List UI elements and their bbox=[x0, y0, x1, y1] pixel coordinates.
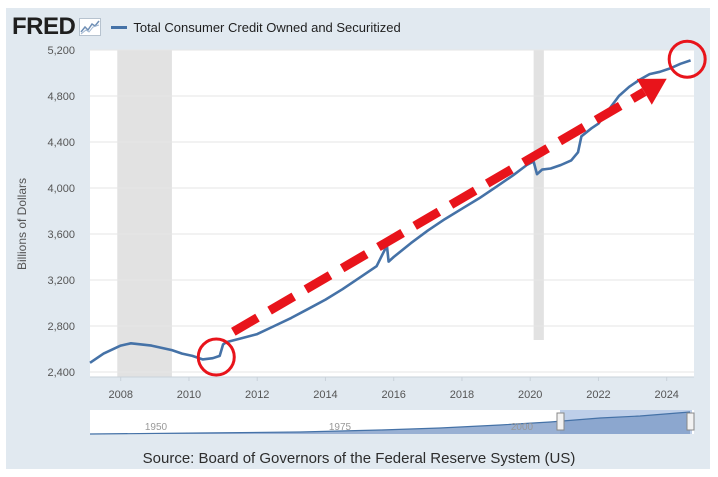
source-note: Source: Board of Governors of the Federa… bbox=[142, 450, 576, 467]
legend[interactable]: Total Consumer Credit Owned and Securiti… bbox=[111, 19, 401, 35]
x-tick-label: 2020 bbox=[518, 389, 542, 401]
fred-logo-graph-icon bbox=[79, 18, 102, 36]
fred-logo[interactable]: FRED bbox=[12, 13, 76, 40]
navigator-label-1975: 1975 bbox=[329, 422, 352, 433]
navigator-label-2000: 2000 bbox=[511, 422, 534, 433]
x-tick-label: 2024 bbox=[654, 389, 678, 401]
y-tick-label: 3,200 bbox=[47, 275, 75, 287]
annotation-arrow-head bbox=[636, 78, 667, 105]
y-tick-label: 2,400 bbox=[47, 367, 75, 379]
x-tick-label: 2010 bbox=[177, 389, 201, 401]
legend-swatch bbox=[111, 25, 128, 29]
plot-background bbox=[90, 50, 694, 377]
x-tick-label: 2008 bbox=[108, 389, 132, 401]
recession-band-2 bbox=[533, 50, 544, 340]
recession-band-1 bbox=[117, 50, 172, 377]
y-tick-label: 4,800 bbox=[47, 91, 75, 103]
y-tick-label: 2,800 bbox=[47, 321, 75, 333]
x-tick-label: 2018 bbox=[450, 389, 474, 401]
annotation-circle-2 bbox=[667, 39, 707, 79]
navigator-right-handle[interactable] bbox=[686, 412, 695, 431]
y-tick-label: 4,000 bbox=[47, 183, 75, 195]
navigator-label-1950: 1950 bbox=[145, 422, 168, 433]
navigator-series-line bbox=[89, 411, 691, 435]
y-tick-label: 4,400 bbox=[47, 137, 75, 149]
x-tick-label: 2012 bbox=[245, 389, 269, 401]
chart-header: FRED Total Consumer Credit Owned and Sec… bbox=[12, 12, 401, 42]
y-tick-label: 5,200 bbox=[47, 45, 75, 57]
annotation-arrow-shaft bbox=[231, 87, 647, 336]
navigator-series-area bbox=[90, 412, 690, 434]
annotation-circle-1 bbox=[196, 337, 236, 377]
legend-label: Total Consumer Credit Owned and Securiti… bbox=[133, 19, 401, 35]
x-tick-label: 2016 bbox=[381, 389, 405, 401]
x-tick-label: 2022 bbox=[586, 389, 610, 401]
navigator-left-handle[interactable] bbox=[556, 412, 565, 431]
y-axis-label: Billions of Dollars bbox=[15, 178, 29, 270]
x-tick-label: 2014 bbox=[313, 389, 337, 401]
y-tick-label: 3,600 bbox=[47, 229, 75, 241]
